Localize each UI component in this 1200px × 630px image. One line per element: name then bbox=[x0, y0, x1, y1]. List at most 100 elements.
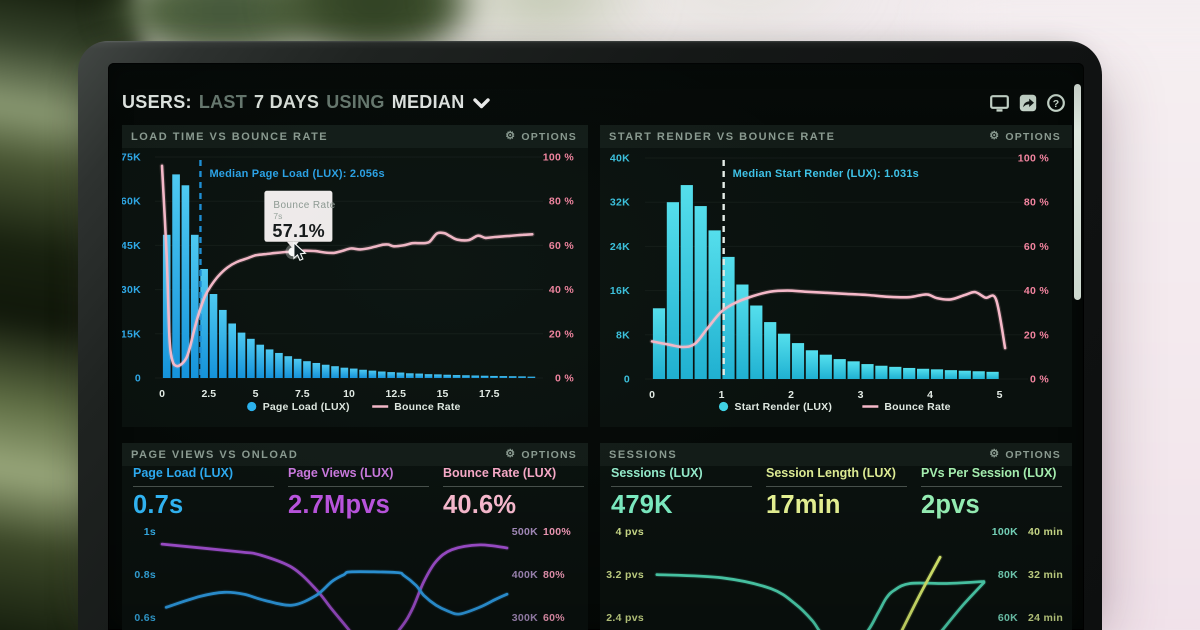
svg-text:10: 10 bbox=[343, 388, 355, 400]
panel-title: SESSIONS bbox=[609, 448, 678, 461]
svg-text:80K: 80K bbox=[998, 569, 1018, 581]
metric-label: PVs Per Session (LUX) bbox=[921, 466, 1057, 480]
svg-text:32K: 32K bbox=[610, 197, 630, 209]
svg-text:0.8s: 0.8s bbox=[134, 569, 156, 581]
svg-text:45K: 45K bbox=[122, 240, 141, 252]
metric-value: 2.7Mpvs bbox=[288, 491, 391, 519]
gear-icon: ⚙ bbox=[505, 448, 517, 460]
svg-text:Page Load (LUX): Page Load (LUX) bbox=[263, 401, 350, 413]
gear-icon: ⚙ bbox=[989, 130, 1001, 142]
metric-underline bbox=[288, 486, 429, 487]
gear-icon: ⚙ bbox=[989, 448, 1001, 460]
svg-text:300K: 300K bbox=[512, 612, 538, 624]
chevron-down-icon[interactable] bbox=[472, 98, 490, 109]
svg-text:40 %: 40 % bbox=[549, 284, 574, 296]
svg-text:32 min: 32 min bbox=[1028, 569, 1063, 581]
svg-text:17.5: 17.5 bbox=[479, 388, 500, 400]
metric-session-length: Session Length (LUX) 17min bbox=[766, 466, 907, 520]
panel-header: PAGE VIEWS VS ONLOAD ⚙ OPTIONS bbox=[122, 443, 588, 466]
help-icon[interactable]: ? bbox=[1047, 94, 1065, 112]
svg-text:0.6s: 0.6s bbox=[134, 612, 156, 624]
gear-icon: ⚙ bbox=[505, 130, 517, 142]
metric-bounce-rate: Bounce Rate (LUX) 40.6% bbox=[443, 466, 584, 520]
svg-text:0: 0 bbox=[159, 388, 165, 400]
metric-value: 2pvs bbox=[921, 491, 980, 519]
metric-underline bbox=[133, 486, 274, 487]
toolbar: ? bbox=[990, 94, 1065, 112]
svg-text:4 pvs: 4 pvs bbox=[616, 526, 644, 538]
svg-text:5: 5 bbox=[253, 388, 259, 400]
metric-label: Page Load (LUX) bbox=[133, 466, 234, 480]
svg-text:57.1%: 57.1% bbox=[272, 221, 325, 241]
svg-text:2.5: 2.5 bbox=[201, 388, 216, 400]
metrics-row: Page Load (LUX) 0.7s Page Views (LUX) 2.… bbox=[122, 466, 588, 521]
svg-text:0: 0 bbox=[135, 373, 141, 385]
svg-text:60K: 60K bbox=[998, 612, 1018, 624]
panel-sessions: SESSIONS ⚙ OPTIONS Sessions (LUX) 479K Se… bbox=[600, 443, 1072, 630]
svg-text:24 min: 24 min bbox=[1028, 612, 1063, 624]
header-segment: 7 DAYS bbox=[254, 91, 320, 112]
svg-text:100 %: 100 % bbox=[543, 152, 575, 164]
svg-text:0: 0 bbox=[649, 389, 655, 401]
svg-text:Median Start Render (LUX): 1.0: Median Start Render (LUX): 1.031s bbox=[733, 168, 919, 180]
metric-value: 40.6% bbox=[443, 491, 517, 519]
svg-text:5: 5 bbox=[997, 389, 1003, 401]
chart-load-time-vs-bounce-rate[interactable]: 75K 100 % 60K 80 % 45K 60 % 30K 40 % 15K 20 % 0 0 %… bbox=[122, 148, 588, 427]
svg-text:60 %: 60 % bbox=[1024, 241, 1049, 253]
header-segment: MEDIAN bbox=[391, 91, 465, 112]
options-button[interactable]: ⚙ OPTIONS bbox=[505, 130, 577, 143]
metric-label: Sessions (LUX) bbox=[611, 466, 703, 480]
svg-text:400K: 400K bbox=[512, 569, 538, 581]
svg-text:12.5: 12.5 bbox=[386, 388, 407, 400]
svg-text:60%: 60% bbox=[543, 612, 565, 624]
options-button[interactable]: ⚙ OPTIONS bbox=[989, 130, 1061, 143]
svg-text:2.4 pvs: 2.4 pvs bbox=[606, 612, 644, 624]
svg-text:20 %: 20 % bbox=[1024, 329, 1049, 341]
header-segment: USERS: bbox=[122, 91, 192, 112]
panel-header: START RENDER VS BOUNCE RATE ⚙ OPTIONS bbox=[600, 125, 1072, 148]
svg-text:20 %: 20 % bbox=[549, 328, 574, 340]
svg-text:40 %: 40 % bbox=[1024, 285, 1049, 297]
chart-page-views-vs-onload[interactable]: 1s 0.8s 0.6s 500K 400K 300K 100% 80% 60% bbox=[122, 521, 588, 630]
chart-sessions[interactable]: 4 pvs 3.2 pvs 2.4 pvs 100K 80K 60K 40 min 32 mi… bbox=[600, 521, 1072, 630]
dashboard-header[interactable]: USERS: LAST 7 DAYS USING MEDIAN bbox=[122, 89, 490, 115]
svg-text:7.5: 7.5 bbox=[295, 388, 310, 400]
svg-text:15K: 15K bbox=[122, 328, 141, 340]
panel-page-views-vs-onload: PAGE VIEWS VS ONLOAD ⚙ OPTIONS Page Load … bbox=[122, 443, 588, 630]
options-button[interactable]: ⚙ OPTIONS bbox=[505, 448, 577, 461]
header-segment: USING bbox=[326, 91, 385, 112]
metrics-row: Sessions (LUX) 479K Session Length (LUX)… bbox=[600, 466, 1072, 521]
svg-text:24K: 24K bbox=[610, 241, 630, 253]
metric-underline bbox=[921, 486, 1062, 487]
svg-text:0 %: 0 % bbox=[1030, 374, 1049, 386]
svg-text:Bounce Rate: Bounce Rate bbox=[884, 401, 950, 413]
options-button[interactable]: ⚙ OPTIONS bbox=[989, 448, 1061, 461]
svg-text:100 %: 100 % bbox=[1018, 153, 1050, 165]
svg-text:100%: 100% bbox=[543, 526, 571, 538]
svg-text:500K: 500K bbox=[512, 526, 538, 538]
svg-text:30K: 30K bbox=[122, 284, 141, 296]
chart-start-render-vs-bounce-rate[interactable]: 40K 100 % 32K 80 % 24K 60 % 16K 40 % 8K 20 % 0 0 % 0… bbox=[600, 148, 1072, 427]
display-icon[interactable] bbox=[990, 94, 1009, 112]
svg-text:16K: 16K bbox=[610, 285, 630, 297]
page-scrollbar[interactable] bbox=[1074, 84, 1081, 300]
svg-text:0 %: 0 % bbox=[555, 373, 574, 385]
metric-value: 0.7s bbox=[133, 491, 184, 519]
laptop-screen: USERS: LAST 7 DAYS USING MEDIAN ? bbox=[108, 63, 1084, 630]
metric-sessions: Sessions (LUX) 479K bbox=[611, 466, 752, 520]
metric-label: Page Views (LUX) bbox=[288, 466, 394, 480]
panel-header: LOAD TIME VS BOUNCE RATE ⚙ OPTIONS bbox=[122, 125, 588, 148]
panel-load-time-vs-bounce-rate: LOAD TIME VS BOUNCE RATE ⚙ OPTIONS 75K 100… bbox=[122, 125, 588, 427]
svg-text:40K: 40K bbox=[610, 153, 630, 165]
svg-text:2: 2 bbox=[788, 389, 794, 401]
panel-title: LOAD TIME VS BOUNCE RATE bbox=[131, 130, 329, 143]
panel-title: START RENDER VS BOUNCE RATE bbox=[609, 130, 836, 143]
share-icon[interactable] bbox=[1019, 94, 1037, 112]
svg-text:40 min: 40 min bbox=[1028, 526, 1063, 538]
panel-start-render-vs-bounce-rate: START RENDER VS BOUNCE RATE ⚙ OPTIONS 40K… bbox=[600, 125, 1072, 427]
svg-text:0: 0 bbox=[624, 374, 630, 386]
svg-text:7s: 7s bbox=[273, 211, 282, 221]
svg-text:3.2 pvs: 3.2 pvs bbox=[606, 569, 644, 581]
svg-text:80 %: 80 % bbox=[549, 196, 574, 208]
